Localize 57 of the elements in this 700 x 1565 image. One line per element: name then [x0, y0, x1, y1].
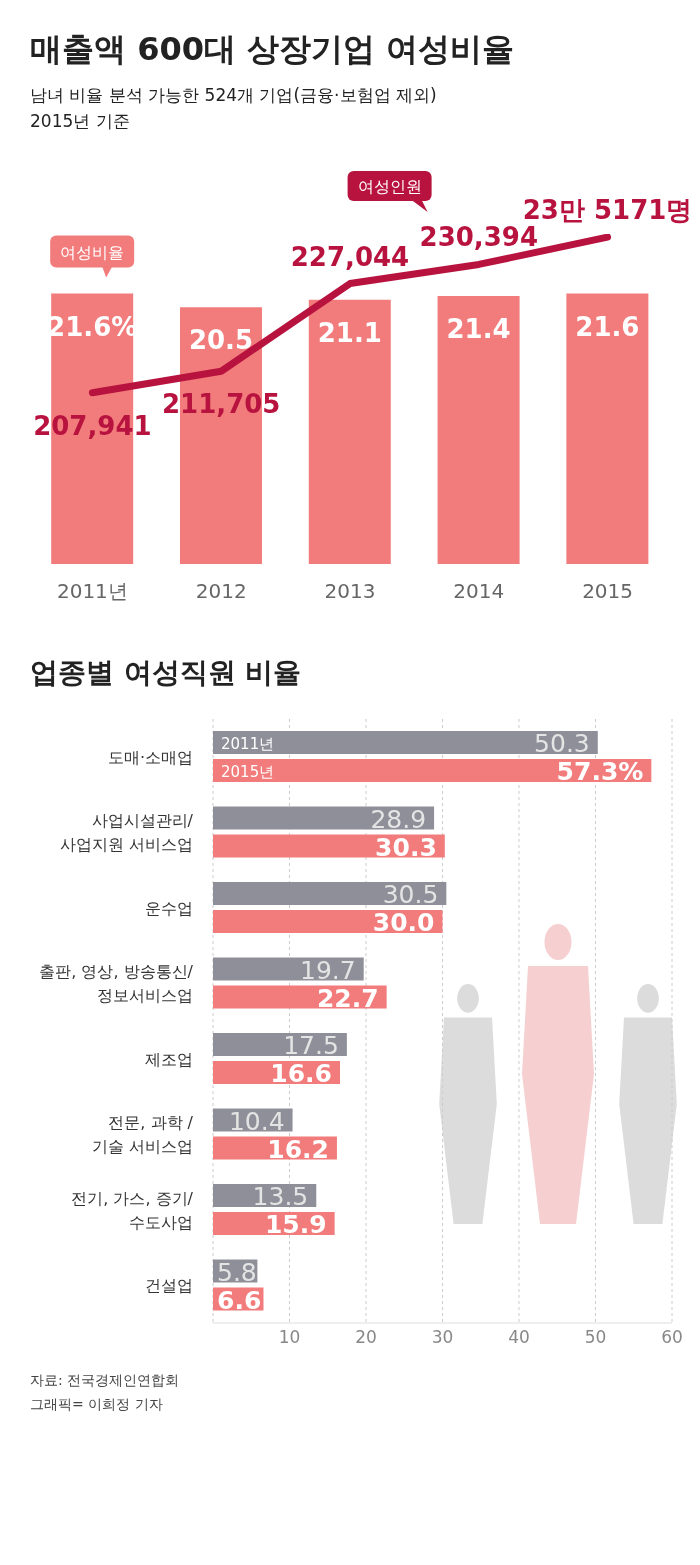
- data-label: 16.6: [270, 1059, 332, 1089]
- y-tick-label: 전기, 가스, 증기/ 수도사업: [71, 1188, 194, 1232]
- data-label: 30.5: [382, 880, 439, 910]
- data-label: 10.4: [228, 1106, 285, 1136]
- bar: [213, 882, 447, 906]
- series-label: 2015년: [221, 762, 275, 781]
- data-label: 13.5: [252, 1182, 309, 1212]
- data-label: 21.6: [575, 311, 640, 342]
- series-label: 2011년: [221, 734, 275, 753]
- y-tick-label: 전문, 과학 / 기술 서비스업: [91, 1112, 194, 1156]
- x-tick-label: 2012: [195, 579, 247, 604]
- x-tick-label: 2015: [582, 579, 634, 604]
- data-label: 30.3: [375, 832, 437, 862]
- text: 그래픽= 이희정 기자: [30, 1395, 164, 1414]
- data-label: 28.9: [370, 804, 427, 834]
- bar: [566, 293, 649, 564]
- data-label: 30.0: [372, 908, 435, 938]
- x-tick-label: 2013: [324, 579, 376, 604]
- data-label: 21.4: [446, 314, 511, 345]
- bar: [437, 296, 520, 564]
- y-tick-label: 제조업: [145, 1049, 193, 1069]
- data-label: 15.9: [264, 1210, 327, 1240]
- chart-title: 매출액 600대 상장기업 여성비율: [30, 29, 516, 70]
- data-label: 19.7: [300, 955, 356, 985]
- data-label: 22.7: [316, 983, 379, 1013]
- x-tick-label: 2014: [453, 579, 505, 604]
- bar: [213, 806, 435, 830]
- data-label: 6.6: [217, 1285, 262, 1315]
- y-tick-label: 사업시설관리/ 사업지원 서비스업: [59, 810, 194, 854]
- bar: [213, 1033, 347, 1057]
- x-tick-label: 2011년: [56, 579, 128, 604]
- x-tick-label: 20: [355, 1327, 377, 1348]
- bar: [213, 957, 364, 981]
- x-tick-label: 30: [431, 1327, 454, 1348]
- data-label: 5.8: [217, 1257, 257, 1287]
- bar: [213, 731, 598, 755]
- text: 여성인원: [357, 177, 422, 197]
- series-label: 여성비율: [60, 242, 125, 262]
- bar: [308, 299, 391, 564]
- data-label: 17.5: [283, 1031, 339, 1061]
- x-tick-label: 10: [278, 1327, 301, 1348]
- x-tick-label: 40: [508, 1327, 530, 1348]
- y-tick-label: 운수업: [145, 898, 193, 918]
- data-label: 227,044: [290, 241, 410, 272]
- y-tick-label: 출판, 영상, 방송통신/ 정보서비스업: [39, 961, 194, 1005]
- data-label: 20.5: [188, 325, 254, 356]
- data-label: 16.2: [267, 1134, 329, 1164]
- data-label: 57.3%: [556, 757, 644, 787]
- y-tick-label: 건설업: [145, 1275, 193, 1295]
- chart-title: 업종별 여성직원 비율: [30, 655, 303, 691]
- text: 자료: 전국경제인연합회: [30, 1371, 181, 1390]
- data-label: 50.3: [534, 729, 590, 759]
- chart-subtitle: 남녀 비율 분석 가능한 524개 기업(금융·보험업 제외) 2015년 기준: [30, 84, 438, 133]
- x-tick-label: 50: [584, 1327, 607, 1348]
- x-tick-label: 60: [661, 1327, 683, 1348]
- y-tick-label: 도매·소매업: [107, 747, 193, 767]
- data-label: 21.1: [317, 317, 382, 348]
